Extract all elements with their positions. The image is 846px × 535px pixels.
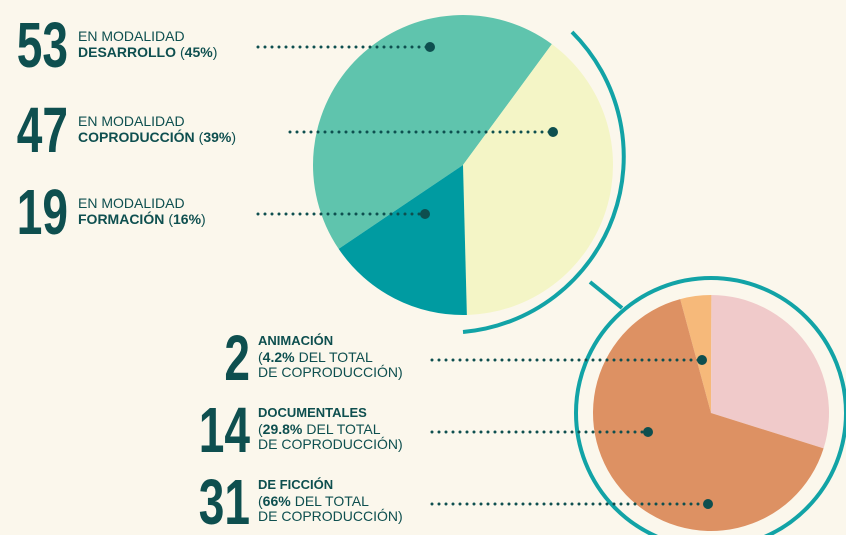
- category-label: DOCUMENTALES (29.8% DEL TOTAL DE COPRODUCCI…: [258, 405, 403, 451]
- pie-slice: [711, 295, 829, 449]
- bracket: ): [213, 44, 218, 60]
- count-label: 14: [199, 395, 250, 466]
- charts: 53 EN MODALIDAD DESARROLLO (45%)47 EN MODALI…: [17, 10, 829, 535]
- connector: [588, 280, 624, 310]
- count-label: 2: [224, 323, 250, 394]
- bracket: (: [258, 421, 263, 437]
- share-label: 39%: [203, 129, 232, 145]
- share-label: 4.2%: [263, 349, 295, 365]
- share-note: DE COPRODUCCIÓN: [258, 364, 398, 380]
- bracket: (: [258, 349, 263, 365]
- category-name: DE FICCIÓN: [258, 477, 333, 492]
- label-prefix: EN MODALIDAD: [78, 195, 185, 211]
- label-prefix: EN MODALIDAD: [78, 113, 185, 129]
- accent-arc: [462, 30, 626, 334]
- bracket: (: [180, 44, 185, 60]
- share-note: DEL TOTAL: [299, 349, 373, 365]
- count-label: 53: [17, 10, 68, 81]
- category-name: DOCUMENTALES: [258, 405, 367, 420]
- pie-slice: [593, 299, 824, 531]
- share-label: 29.8%: [263, 421, 303, 437]
- share-note: DE COPRODUCCIÓN: [258, 436, 398, 452]
- leader-dot: [548, 127, 558, 137]
- leader-dot: [703, 499, 713, 509]
- count-label: 19: [17, 177, 68, 248]
- category-name: COPRODUCCIÓN: [78, 128, 195, 145]
- count-label: 31: [199, 467, 250, 535]
- bracket: ): [398, 508, 403, 524]
- category-name: ANIMACIÓN: [258, 333, 333, 348]
- share-label: 16%: [173, 211, 202, 227]
- count-label: 47: [17, 95, 68, 166]
- bracket: ): [398, 364, 403, 380]
- leader-dot: [425, 42, 435, 52]
- pie-slice: [313, 14, 552, 249]
- bracket: (: [199, 129, 204, 145]
- share-label: 66%: [263, 493, 292, 509]
- leader-dot: [420, 209, 430, 219]
- bracket: ): [201, 211, 206, 227]
- bracket: (: [168, 211, 173, 227]
- leader-dot: [643, 427, 653, 437]
- sub-ring: [574, 276, 846, 535]
- category-label: ANIMACIÓN (4.2% DEL TOTAL DE COPRODUCCIÓN): [258, 333, 403, 379]
- category-name: FORMACIÓN: [78, 210, 164, 227]
- category-label: DE FICCIÓN (66% DEL TOTAL DE COPRODUCCIÓN): [258, 477, 403, 523]
- leader-dot: [697, 355, 707, 365]
- category-label: EN MODALIDAD COPRODUCCIÓN (39%): [78, 113, 236, 145]
- share-note: DEL TOTAL: [295, 493, 369, 509]
- share-label: 45%: [185, 44, 214, 60]
- pie-slice: [338, 165, 467, 316]
- bracket: ): [231, 129, 236, 145]
- bracket: ): [398, 436, 403, 452]
- share-note: DE COPRODUCCIÓN: [258, 508, 398, 524]
- category-name: DESARROLLO: [78, 44, 176, 60]
- bracket: (: [258, 493, 263, 509]
- pie-slice: [463, 44, 614, 315]
- label-prefix: EN MODALIDAD: [78, 28, 185, 44]
- pie-slice: [680, 294, 712, 413]
- share-note: DEL TOTAL: [306, 421, 380, 437]
- category-label: EN MODALIDAD FORMACIÓN (16%): [78, 195, 206, 227]
- category-label: EN MODALIDAD DESARROLLO (45%): [78, 28, 217, 60]
